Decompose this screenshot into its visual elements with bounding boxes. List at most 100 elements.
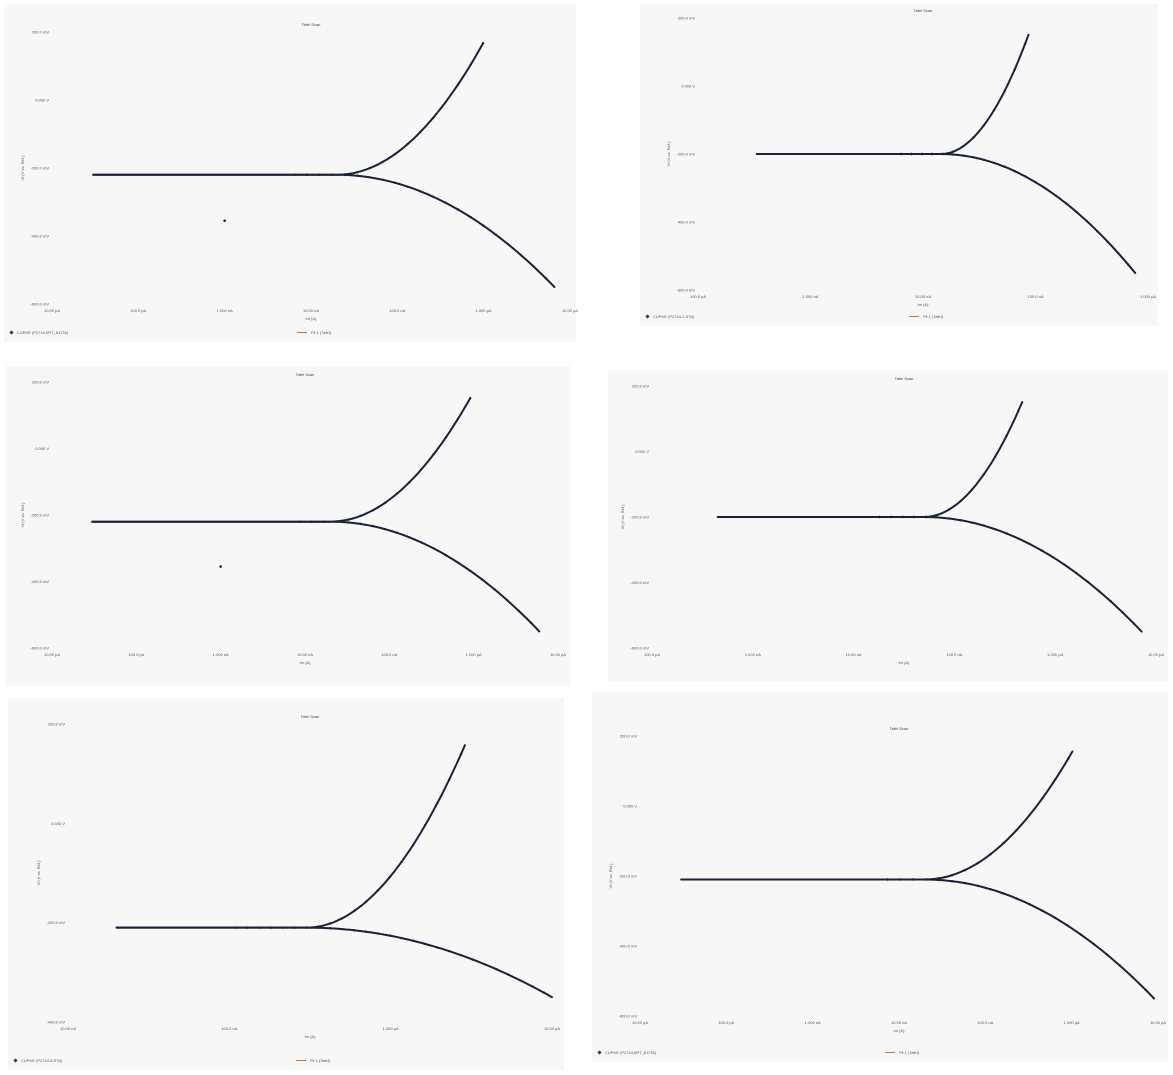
data-point [293,173,296,176]
data-point [959,519,962,522]
cathodic-branch [92,173,556,288]
legend-fit-label: Fit 1 (Tafel) [311,330,332,335]
data-point [1109,600,1112,603]
data-point [257,926,261,929]
y-tick-label: -200.0 mV [631,515,650,520]
tafel-fit-line [93,174,555,288]
y-tick-label: 200.0 mV [620,734,637,739]
data-point [1144,988,1147,991]
data-point [989,888,992,891]
y-tick-label: 0.000 V [681,84,695,89]
chart-title: Tafel Scan [890,726,909,731]
data-point [1017,409,1020,413]
data-point [989,852,992,856]
data-point [900,152,903,156]
y-tick-label: 200.0 mV [48,722,65,727]
data-point [1096,230,1099,233]
data-point [352,909,356,913]
outlier-point [223,219,226,222]
data-point [481,578,484,581]
data-point [532,265,535,268]
data-point [972,156,975,159]
data-point [920,152,924,156]
x-tick-label: 10.00 nA [891,1020,907,1025]
data-point [531,985,534,988]
data-point [970,521,974,524]
chart-title: Tafel Scan [914,8,933,13]
data-point [359,514,362,518]
data-point [1005,434,1008,437]
data-point [962,145,965,148]
x-tick-label: 10.00 µA [544,1026,560,1031]
data-point [281,926,284,929]
x-tick-label: 10.00 nA [303,308,319,313]
data-point [959,499,962,503]
data-point [471,958,474,961]
x-tick-label: 1.000 nA [805,1020,821,1025]
data-point [1015,897,1018,900]
data-point [886,878,889,881]
y-tick-label: -600.0 mV [631,646,650,651]
data-point [1023,175,1027,178]
data-point [1023,42,1027,46]
data-point [395,492,399,495]
x-tick-label: 10.00 pA [632,1020,648,1025]
data-point [951,150,955,153]
y-axis-label: Vf (V vs. Ref.) [620,504,625,530]
data-point [419,130,422,134]
x-axis-label: Im (A) [300,660,312,665]
data-point [1041,797,1044,800]
data-point [1028,542,1032,546]
data-point [517,609,521,613]
x-tick-label: 100.0 pA [130,308,146,313]
x-tick-label: 100.0 pA [644,652,660,657]
data-point [420,541,423,544]
data-point [318,173,321,176]
data-point [310,520,313,523]
data-point [1054,194,1058,197]
x-tick-label: 100.0 nA [1027,294,1043,299]
x-axis-label: Im (A) [899,660,911,665]
y-tick-label: -400.0 mV [677,220,696,225]
y-axis-label: Vf (V vs. Ref.) [36,860,41,886]
data-point [383,501,387,505]
data-point [447,949,451,953]
data-point [456,208,460,211]
data-point [356,171,359,174]
x-tick-label: 100.0 pA [128,652,144,657]
tafel-chart-1: Tafel Scan 200.0 mV 0.000 V -200.0 mV -400.0… [4,4,578,342]
legend-curve-label: CURVE (P2744,0RT_8.DTA) [17,330,69,335]
chart-title: Tafel Scan [895,376,914,381]
cathodic-branch [716,516,1143,633]
data-point [913,515,916,519]
x-tick-label: 10.00 nA [60,1026,76,1031]
data-point [444,436,447,439]
data-point [376,889,379,892]
data-point [925,878,928,881]
data-point [910,152,913,156]
y-tick-label: 0.000 V [35,98,49,103]
data-point [456,83,460,86]
data-point [992,108,996,112]
data-point [1121,611,1124,614]
x-tick-label: 10.00 nA [297,652,313,657]
data-point [992,161,996,165]
data-point [331,173,334,176]
data-point [1085,220,1089,223]
data-point [246,926,249,929]
y-tick-label: -400.0 mV [619,944,638,949]
data-point [400,936,403,940]
data-point [890,515,893,519]
data-point [406,142,409,146]
data-point [381,160,384,164]
y-tick-label: -200.0 mV [619,874,638,879]
legend-marker-icon [13,1058,18,1063]
data-point [507,973,510,976]
x-tick-label: 100.0 nA [389,308,405,313]
chart-svg: Tafel Scan 200.0 mV 0.000 V -200.0 mV -400.0… [645,8,1156,319]
data-point [432,453,435,456]
data-point [947,508,951,511]
data-point [393,152,397,156]
tafel-chart-2: Tafel Scan 200.0 mV 0.000 V -200.0 mV -400.0… [640,4,1158,326]
x-tick-label: 1.000 µA [476,308,492,313]
